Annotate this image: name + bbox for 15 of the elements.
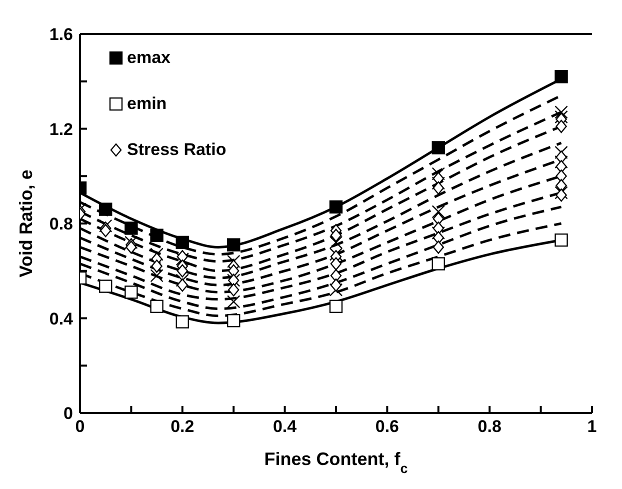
y-tick-label: 0 [64, 404, 73, 424]
y-tick-label: 0.4 [49, 309, 74, 328]
y-tick-label: 1.2 [49, 120, 73, 139]
legend-label: emin [127, 94, 167, 114]
x-tick-label: 0.2 [170, 417, 194, 436]
x-tick-label: 0.4 [272, 417, 298, 436]
y-axis-title: Void Ratio, e [16, 170, 36, 278]
legend-label: Stress Ratio [127, 140, 226, 160]
x-axis-title: Fines Content, f$_{c}$ [264, 449, 408, 476]
legend-label: emax [127, 48, 170, 68]
y-tick-label: 1.6 [49, 25, 73, 44]
x-tick-label: 1 [587, 417, 597, 436]
x-tick-label: 0.8 [478, 417, 502, 436]
x-tick-label: 0.6 [375, 417, 400, 436]
y-tick-label: 0.8 [49, 214, 73, 234]
